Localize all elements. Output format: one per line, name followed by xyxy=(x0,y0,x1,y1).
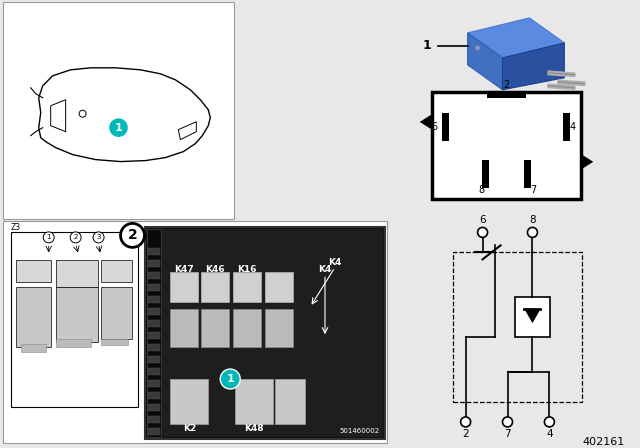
Bar xyxy=(3,221,387,443)
Text: 2: 2 xyxy=(74,234,78,241)
Text: 4: 4 xyxy=(546,429,553,439)
Text: 2: 2 xyxy=(504,80,509,90)
Bar xyxy=(452,252,582,402)
Text: K2: K2 xyxy=(182,424,196,433)
Bar xyxy=(170,379,208,424)
Text: 1: 1 xyxy=(423,39,432,52)
Bar xyxy=(100,287,132,339)
Circle shape xyxy=(475,45,480,50)
Bar xyxy=(100,339,129,345)
Bar xyxy=(145,228,385,439)
Bar xyxy=(148,284,161,291)
Polygon shape xyxy=(502,43,564,90)
Bar xyxy=(148,344,161,351)
Circle shape xyxy=(477,228,488,237)
Bar xyxy=(233,272,261,302)
Circle shape xyxy=(120,224,145,247)
Text: 1: 1 xyxy=(47,234,51,241)
Bar xyxy=(16,260,51,282)
Bar xyxy=(524,159,531,188)
Text: 7: 7 xyxy=(531,185,537,194)
Polygon shape xyxy=(524,309,540,323)
Polygon shape xyxy=(468,33,502,90)
Text: 2: 2 xyxy=(127,228,138,242)
Bar xyxy=(275,379,305,424)
Bar xyxy=(100,260,132,282)
Bar xyxy=(148,428,161,435)
Bar xyxy=(148,380,161,387)
Bar xyxy=(16,287,51,347)
Bar xyxy=(202,309,229,347)
Text: 3: 3 xyxy=(96,234,101,241)
Bar xyxy=(56,260,97,287)
Bar xyxy=(3,2,234,220)
Bar xyxy=(148,392,161,399)
Bar xyxy=(148,368,161,375)
Text: 1: 1 xyxy=(115,123,122,133)
Bar xyxy=(56,339,91,347)
Text: K4: K4 xyxy=(318,265,332,274)
Text: 1: 1 xyxy=(227,374,234,384)
Circle shape xyxy=(461,417,470,427)
Circle shape xyxy=(220,369,240,389)
Circle shape xyxy=(70,232,81,243)
Text: 7: 7 xyxy=(504,429,511,439)
Bar xyxy=(148,416,161,423)
Circle shape xyxy=(502,417,513,427)
Text: K47: K47 xyxy=(175,265,194,274)
Text: 4: 4 xyxy=(570,122,575,132)
Text: K16: K16 xyxy=(237,265,257,274)
Text: 501460002: 501460002 xyxy=(340,428,380,434)
Bar xyxy=(56,287,97,342)
Text: 8: 8 xyxy=(529,215,536,225)
Text: K4: K4 xyxy=(328,258,342,267)
Bar xyxy=(170,272,198,302)
Bar xyxy=(481,159,488,188)
Bar xyxy=(442,113,449,141)
Bar xyxy=(148,308,161,315)
Bar xyxy=(265,272,293,302)
Bar xyxy=(20,344,45,352)
Polygon shape xyxy=(468,18,564,58)
Bar xyxy=(202,272,229,302)
Bar xyxy=(148,320,161,327)
Bar xyxy=(148,332,161,339)
Text: 6: 6 xyxy=(479,215,486,225)
Text: K48: K48 xyxy=(244,424,264,433)
Bar xyxy=(265,309,293,347)
Circle shape xyxy=(44,232,54,243)
Bar xyxy=(148,296,161,303)
Text: 2: 2 xyxy=(462,429,469,439)
Text: 8: 8 xyxy=(479,185,484,194)
Bar xyxy=(515,297,550,337)
Text: 402161: 402161 xyxy=(582,437,624,447)
Circle shape xyxy=(545,417,554,427)
Bar xyxy=(148,356,161,363)
Bar xyxy=(563,113,570,141)
Bar xyxy=(148,404,161,411)
Bar xyxy=(432,92,581,199)
Bar xyxy=(148,260,161,267)
Circle shape xyxy=(93,232,104,243)
Bar xyxy=(148,272,161,279)
Bar xyxy=(486,93,527,98)
Bar xyxy=(147,229,383,437)
Bar xyxy=(236,379,273,424)
Polygon shape xyxy=(420,114,432,129)
Text: K46: K46 xyxy=(205,265,225,274)
Circle shape xyxy=(109,118,129,138)
Circle shape xyxy=(527,228,538,237)
Bar xyxy=(148,248,161,255)
Text: 6: 6 xyxy=(431,122,438,132)
Polygon shape xyxy=(581,154,593,169)
Text: Z3: Z3 xyxy=(11,223,21,232)
Bar xyxy=(170,309,198,347)
Bar xyxy=(147,229,161,437)
Bar xyxy=(233,309,261,347)
